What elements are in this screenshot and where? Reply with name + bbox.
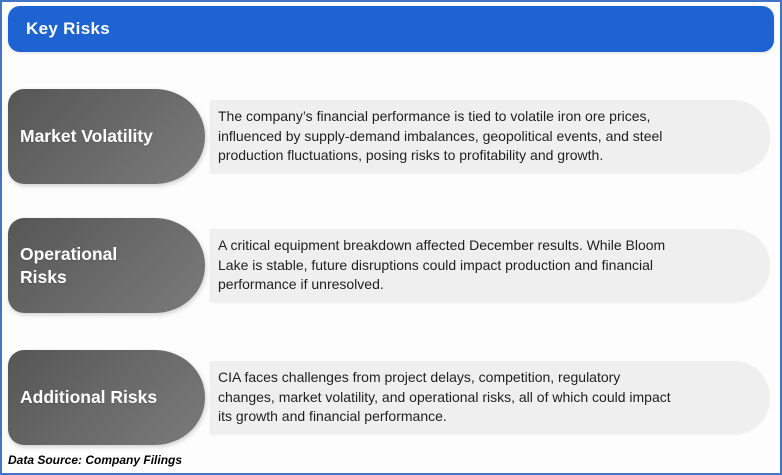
risk-description-panel: The company’s financial performance is t… xyxy=(210,100,770,173)
risk-description: The company’s financial performance is t… xyxy=(218,108,663,164)
risk-pill-market-volatility: Market Volatility xyxy=(8,89,205,184)
risk-description-panel: A critical equipment breakdown affected … xyxy=(210,229,770,302)
risk-pill-operational-risks: Operational Risks xyxy=(8,218,205,313)
page-title: Key Risks xyxy=(26,19,110,38)
risk-row-operational-risks: A critical equipment breakdown affected … xyxy=(8,218,774,313)
risk-description: CIA faces challenges from project delays… xyxy=(218,369,671,425)
risk-title: Operational Risks xyxy=(20,243,118,287)
header-bar: Key Risks xyxy=(8,6,774,52)
data-source-note: Data Source: Company Filings xyxy=(8,453,183,467)
risk-row-market-volatility: The company’s financial performance is t… xyxy=(8,89,774,184)
risk-description: A critical equipment breakdown affected … xyxy=(218,237,666,293)
risk-row-additional-risks: CIA faces challenges from project delays… xyxy=(8,350,774,445)
risk-title: Market Volatility xyxy=(20,126,153,146)
risk-description-panel: CIA faces challenges from project delays… xyxy=(210,361,770,434)
risk-pill-additional-risks: Additional Risks xyxy=(8,350,205,445)
risk-title: Additional Risks xyxy=(20,387,158,407)
